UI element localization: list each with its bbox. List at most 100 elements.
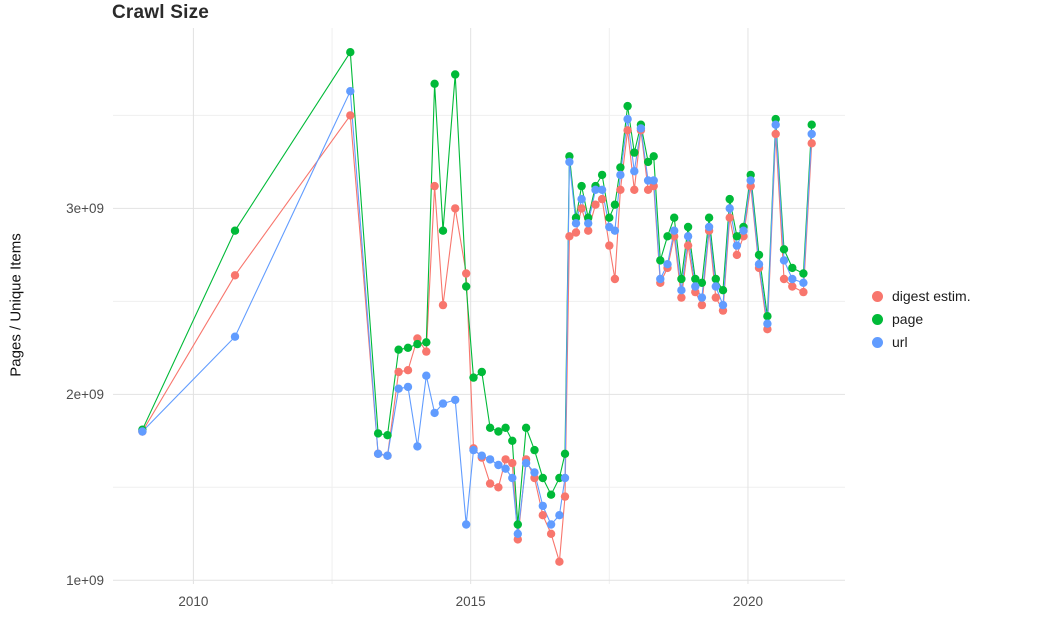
data-point-page — [501, 423, 510, 432]
data-point-url — [649, 176, 658, 185]
data-point-page — [643, 157, 653, 167]
data-point-page — [462, 282, 471, 291]
data-point-url — [383, 451, 392, 460]
data-point-digest-estim- — [438, 300, 448, 310]
data-point-url — [779, 256, 789, 265]
data-point-url — [670, 226, 679, 235]
data-point-digest-estim- — [346, 111, 355, 120]
data-point-page — [663, 232, 672, 241]
data-point-digest-estim- — [451, 204, 460, 213]
data-point-page — [610, 200, 620, 209]
legend-page-swatch — [872, 313, 883, 325]
data-point-page — [494, 427, 503, 436]
legend-page-label: page — [892, 311, 924, 327]
data-point-digest-estim- — [807, 139, 816, 148]
data-point-page — [508, 436, 517, 445]
data-point-digest-estim- — [560, 492, 570, 501]
data-point-digest-estim- — [711, 293, 720, 302]
data-point-url — [422, 371, 431, 380]
data-point-digest-estim- — [546, 529, 556, 538]
data-point-url — [636, 124, 646, 133]
data-point-url — [373, 449, 383, 458]
legend-digest-estim-swatch — [872, 290, 883, 302]
data-point-digest-estim- — [462, 269, 471, 278]
data-point-page — [807, 120, 816, 129]
data-point-url — [754, 260, 764, 269]
data-point-page — [413, 339, 422, 349]
y-tick-label: 2e+09 — [66, 387, 104, 402]
data-point-url — [746, 176, 755, 185]
data-point-page — [485, 423, 495, 432]
data-point-url — [577, 194, 586, 204]
data-point-url — [697, 293, 707, 302]
data-point-url — [230, 332, 240, 341]
data-point-page — [560, 449, 570, 458]
chart-title: Crawl Size — [112, 2, 210, 23]
data-point-page — [725, 194, 734, 204]
data-point-url — [630, 167, 639, 176]
data-point-url — [394, 384, 403, 393]
data-point-page — [546, 490, 556, 499]
series-line-digest-estim- — [141, 113, 813, 562]
legend-item-page: page — [872, 311, 971, 327]
data-point-page — [718, 286, 728, 295]
data-point-url — [494, 460, 503, 470]
legend-digest-estim-label: digest estim. — [892, 288, 971, 304]
data-point-digest-estim- — [623, 126, 632, 135]
data-point-url — [704, 222, 714, 232]
data-point-url — [477, 451, 486, 460]
data-point-digest-estim- — [779, 274, 789, 284]
data-point-digest-estim- — [799, 287, 808, 297]
data-point-url — [732, 241, 742, 250]
data-point-digest-estim- — [616, 185, 625, 194]
data-point-url — [711, 282, 720, 291]
data-point-url — [616, 170, 625, 180]
data-point-digest-estim- — [501, 455, 510, 464]
data-point-digest-estim- — [605, 241, 614, 250]
data-point-digest-estim- — [394, 367, 403, 377]
data-point-url — [485, 455, 495, 464]
data-point-url — [430, 408, 439, 418]
legend-item-digest-estim: digest estim. — [872, 288, 971, 304]
data-point-digest-estim- — [485, 479, 495, 488]
data-point-digest-estim- — [597, 194, 607, 204]
data-point-url — [530, 468, 539, 477]
data-point-digest-estim- — [771, 129, 780, 139]
data-point-page — [477, 367, 486, 377]
data-point-url — [725, 204, 734, 213]
data-point-digest-estim- — [571, 228, 581, 237]
data-point-url — [807, 129, 816, 139]
data-point-digest-estim- — [555, 557, 564, 566]
data-point-page — [788, 263, 797, 273]
data-point-page — [683, 222, 693, 232]
data-point-page — [763, 312, 772, 321]
data-point-page — [538, 473, 547, 483]
data-point-digest-estim- — [538, 511, 547, 520]
data-point-url — [691, 282, 700, 291]
data-point-page — [630, 148, 639, 157]
data-point-page — [697, 278, 707, 287]
data-point-digest-estim- — [584, 226, 593, 235]
data-point-digest-estim- — [732, 250, 742, 260]
data-point-url — [513, 529, 522, 538]
data-point-page — [691, 274, 700, 284]
data-point-digest-estim- — [508, 458, 517, 468]
data-point-url — [346, 87, 355, 96]
data-point-url — [403, 382, 413, 392]
data-point-url — [565, 157, 574, 167]
data-point-digest-estim- — [494, 483, 503, 492]
data-point-url — [451, 395, 460, 405]
data-point-url — [508, 473, 517, 483]
data-point-url — [799, 278, 808, 287]
data-point-url — [718, 300, 728, 310]
data-point-page — [422, 338, 431, 347]
data-point-digest-estim- — [230, 271, 240, 280]
data-point-url — [610, 226, 620, 235]
data-point-page — [346, 48, 355, 57]
data-point-digest-estim- — [422, 347, 431, 356]
y-tick-label: 1e+09 — [66, 573, 104, 588]
data-point-page — [577, 181, 586, 191]
data-point-url — [739, 226, 748, 235]
data-point-url — [591, 185, 600, 194]
